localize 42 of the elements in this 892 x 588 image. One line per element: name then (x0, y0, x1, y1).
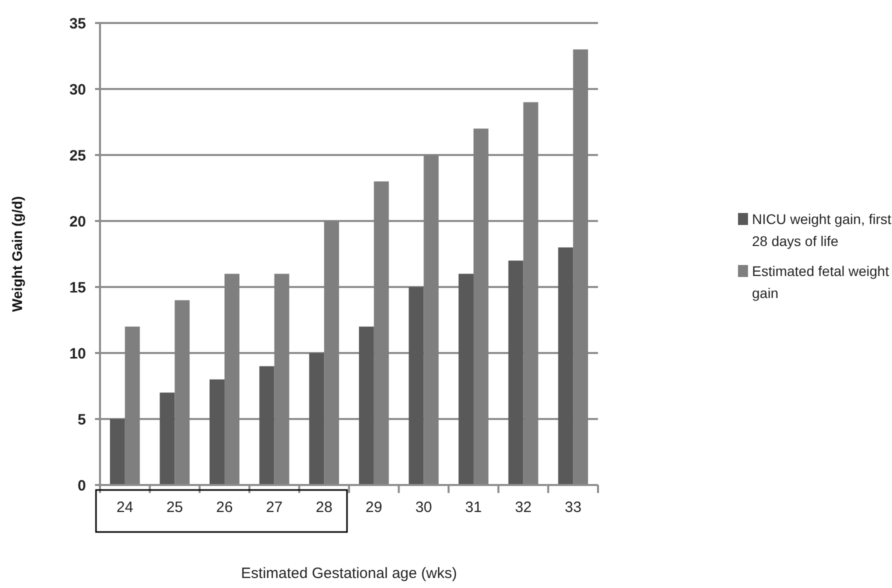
x-tick-label: 32 (514, 499, 532, 516)
bar (558, 247, 574, 485)
y-tick-label: 15 (69, 279, 86, 296)
bar (508, 260, 524, 485)
bar (324, 221, 340, 485)
bar (160, 392, 175, 485)
y-tick-label: 30 (69, 81, 86, 98)
bar (309, 353, 324, 485)
x-tick-label: 24 (116, 499, 134, 516)
x-tick-label: 31 (465, 499, 482, 516)
y-tick-label: 25 (69, 147, 86, 164)
bar (474, 128, 488, 485)
x-tick-label: 30 (415, 499, 432, 516)
bar (274, 274, 290, 485)
x-tick-label: 25 (166, 499, 184, 516)
bar (458, 274, 474, 485)
legend-label: Estimated fetal weight gain (752, 263, 890, 301)
y-axis-title: Weight Gain (g/d) (9, 196, 25, 312)
bar (224, 274, 240, 485)
bar (210, 379, 224, 485)
bar (573, 49, 588, 485)
y-tick-label: 20 (69, 213, 86, 230)
x-tick-label: 27 (266, 499, 283, 516)
bar (124, 326, 140, 485)
x-tick-label: 29 (366, 499, 382, 516)
x-tick-label: 28 (316, 499, 332, 516)
x-tick-label: 26 (216, 499, 233, 516)
bar (358, 326, 374, 485)
bar (408, 287, 424, 485)
legend-label: NICU weight gain, first 28 days of life (752, 211, 892, 249)
bar (174, 300, 190, 485)
y-tick-label: 0 (78, 477, 86, 494)
y-tick-label: 35 (69, 15, 86, 32)
bar (259, 366, 274, 485)
y-tick-label: 5 (78, 411, 86, 428)
bar (523, 102, 538, 485)
x-tick-label: 33 (564, 499, 582, 516)
x-axis-title: Estimated Gestational age (wks) (241, 565, 457, 582)
bar (110, 419, 125, 485)
bar (424, 155, 439, 485)
bar (374, 181, 389, 485)
y-tick-label: 10 (69, 345, 86, 362)
